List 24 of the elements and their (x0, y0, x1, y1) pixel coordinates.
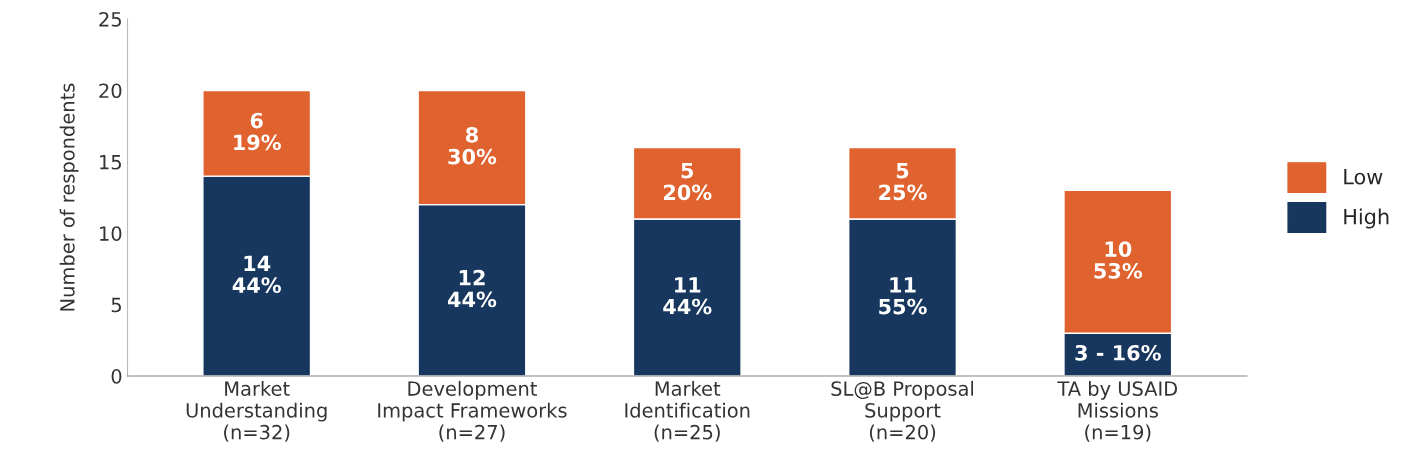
data-label: 5 20% (663, 162, 712, 201)
data-label: 14 44% (232, 255, 281, 293)
x-tick-label: SL@B Proposal Support (n=20) (831, 380, 974, 442)
legend-label: Low (1344, 169, 1383, 185)
y-axis-title: Number of respondents (59, 83, 79, 311)
data-label: 10 53% (1094, 241, 1143, 279)
y-tick-label: 10 (100, 226, 122, 241)
x-tick-label: Market Identification (n=25) (625, 380, 750, 442)
data-label: 11 55% (879, 277, 927, 315)
data-label: 11 44% (663, 277, 712, 315)
data-label: 3 - 16% (1075, 344, 1161, 361)
legend-label: High (1344, 208, 1389, 229)
x-tick-label: TA by USAID Missions (n=19) (1057, 380, 1178, 442)
data-label: 8 30% (448, 126, 497, 165)
y-tick-label: 25 (99, 12, 121, 27)
data-label: 12 44% (447, 269, 497, 308)
y-tick-label: 15 (100, 155, 121, 170)
x-tick-label: Market Understanding (n=32) (186, 380, 327, 442)
data-label: 5 25% (879, 162, 927, 201)
y-tick-label: 5 (111, 297, 121, 313)
y-tick-label: 0 (111, 369, 122, 384)
data-label: 6 19% (234, 112, 281, 151)
y-tick-label: 20 (99, 83, 122, 99)
x-tick-label: Development Impact Frameworks (n=27) (378, 380, 567, 442)
